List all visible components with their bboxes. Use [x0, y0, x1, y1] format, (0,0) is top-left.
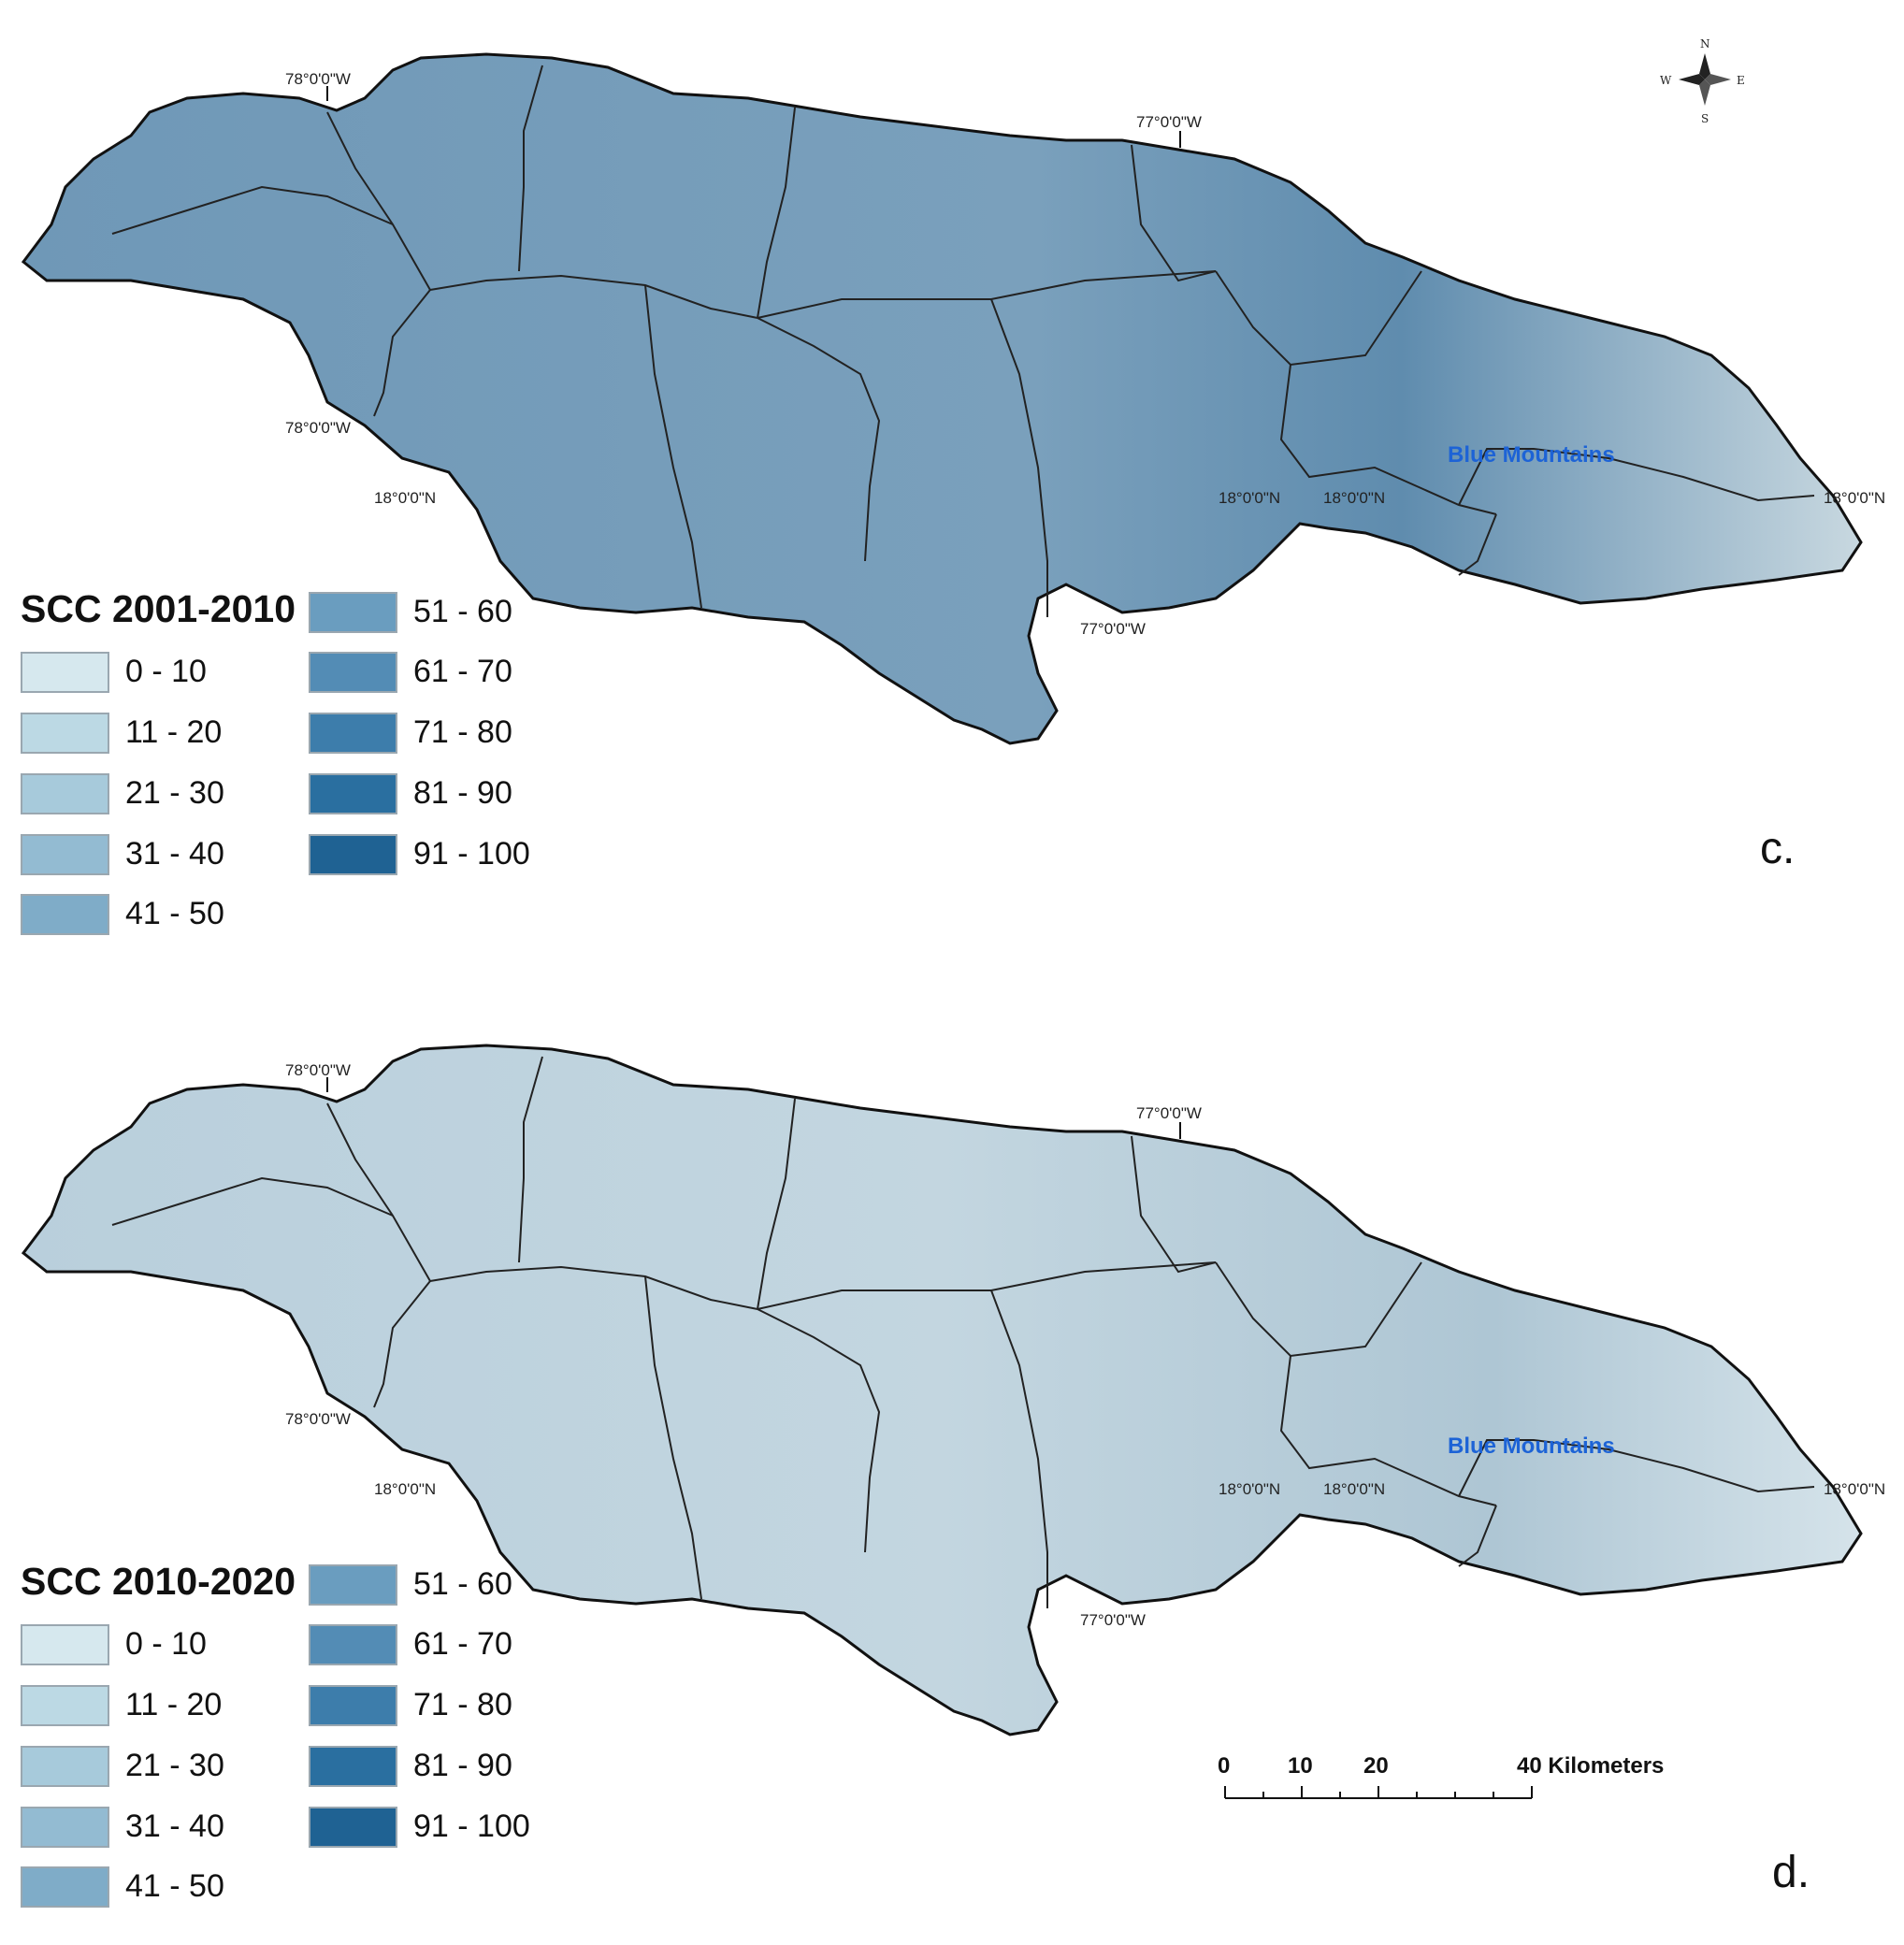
svg-text:78°0'0"W: 78°0'0"W: [285, 1410, 351, 1428]
legend-swatch: [21, 894, 109, 935]
legend-item: 61 - 70: [309, 1624, 552, 1671]
legend-swatch: [309, 773, 397, 814]
svg-text:0: 0: [1218, 1753, 1230, 1779]
legend-item: 31 - 40: [21, 1807, 264, 1853]
svg-text:78°0'0"W: 78°0'0"W: [285, 70, 351, 88]
legend-swatch: [21, 1746, 109, 1787]
svg-text:18°0'0"N: 18°0'0"N: [1824, 1480, 1885, 1498]
legend-swatch: [309, 1685, 397, 1726]
island-shape: [21, 52, 1863, 745]
legend-item: 51 - 60: [309, 1564, 552, 1611]
legend-item: 11 - 20: [21, 713, 264, 759]
svg-text:18°0'0"N: 18°0'0"N: [1824, 489, 1885, 507]
svg-text:18°0'0"N: 18°0'0"N: [374, 1480, 436, 1498]
legend-swatch: [309, 1624, 397, 1665]
svg-text:E: E: [1737, 74, 1745, 87]
legend-swatch: [309, 1746, 397, 1787]
parish-boundaries: [111, 1056, 1815, 1608]
legend-swatch: [21, 1624, 109, 1665]
legend-item: 31 - 40: [21, 834, 264, 881]
svg-text:20: 20: [1363, 1753, 1389, 1779]
svg-text:77°0'0"W: 77°0'0"W: [1136, 1104, 1202, 1122]
legend-swatch: [309, 592, 397, 633]
graticule-c: 78°0'0"W 77°0'0"W 78°0'0"W 18°0'0"N 18°0…: [285, 70, 1885, 638]
legend-swatch: [21, 1807, 109, 1848]
legend-item: 0 - 10: [21, 652, 264, 699]
svg-text:77°0'0"W: 77°0'0"W: [1080, 620, 1146, 638]
legend-swatch: [309, 713, 397, 754]
svg-text:40 Kilometers: 40 Kilometers: [1517, 1753, 1664, 1779]
parish-boundaries: [111, 65, 1815, 617]
legend-swatch: [21, 1866, 109, 1908]
legend-item: 41 - 50: [21, 1866, 264, 1913]
legend-item: 41 - 50: [21, 894, 264, 941]
svg-text:10: 10: [1288, 1753, 1313, 1779]
scale-bar: 0 10 20 40 Kilometers: [1218, 1753, 1664, 1799]
legend-swatch: [21, 652, 109, 693]
svg-text:18°0'0"N: 18°0'0"N: [1323, 489, 1385, 507]
legend-item: 81 - 90: [309, 1746, 552, 1793]
svg-text:S: S: [1701, 112, 1709, 125]
legend-swatch: [21, 773, 109, 814]
svg-text:18°0'0"N: 18°0'0"N: [1219, 1480, 1280, 1498]
svg-text:18°0'0"N: 18°0'0"N: [1219, 489, 1280, 507]
legend-swatch: [309, 1807, 397, 1848]
legend-swatch: [309, 834, 397, 875]
legend-item: 81 - 90: [309, 773, 552, 820]
map-panel-d: 78°0'0"W 77°0'0"W 78°0'0"W 18°0'0"N 18°0…: [0, 972, 1904, 1945]
legend-item: 91 - 100: [309, 1807, 552, 1853]
jamaica-map-c: 78°0'0"W 77°0'0"W 78°0'0"W 18°0'0"N 18°0…: [21, 37, 1885, 745]
compass-rose: N S E W: [1660, 37, 1745, 125]
legend-item: 71 - 80: [309, 713, 552, 759]
legend-item: 11 - 20: [21, 1685, 264, 1732]
legend-item: 71 - 80: [309, 1685, 552, 1732]
svg-text:Blue Mountains: Blue Mountains: [1448, 1434, 1615, 1459]
panel-label: d.: [1772, 1848, 1810, 1897]
legend-title: SCC 2010-2020: [21, 1560, 296, 1603]
svg-text:Blue Mountains: Blue Mountains: [1448, 442, 1615, 468]
graticule-d: 78°0'0"W 77°0'0"W 78°0'0"W 18°0'0"N 18°0…: [285, 1061, 1885, 1629]
legend-item: 21 - 30: [21, 1746, 264, 1793]
svg-text:18°0'0"N: 18°0'0"N: [374, 489, 436, 507]
svg-text:77°0'0"W: 77°0'0"W: [1080, 1611, 1146, 1629]
legend-item: 51 - 60: [309, 592, 552, 639]
legend-item: 21 - 30: [21, 773, 264, 820]
jamaica-map-d: 78°0'0"W 77°0'0"W 78°0'0"W 18°0'0"N 18°0…: [21, 1044, 1885, 1799]
legend-title: SCC 2001-2010: [21, 587, 296, 630]
legend-swatch: [21, 1685, 109, 1726]
svg-text:18°0'0"N: 18°0'0"N: [1323, 1480, 1385, 1498]
legend-item: 61 - 70: [309, 652, 552, 699]
panel-label: c.: [1760, 824, 1796, 873]
svg-text:N: N: [1700, 37, 1710, 50]
svg-text:W: W: [1660, 74, 1672, 87]
svg-text:77°0'0"W: 77°0'0"W: [1136, 113, 1202, 131]
legend-swatch: [309, 1564, 397, 1606]
svg-text:78°0'0"W: 78°0'0"W: [285, 419, 351, 437]
svg-text:78°0'0"W: 78°0'0"W: [285, 1061, 351, 1079]
legend-item: 0 - 10: [21, 1624, 264, 1671]
island-shape: [21, 1044, 1863, 1736]
legend-swatch: [21, 834, 109, 875]
legend-item: 91 - 100: [309, 834, 552, 881]
legend-swatch: [21, 713, 109, 754]
map-panel-c: 78°0'0"W 77°0'0"W 78°0'0"W 18°0'0"N 18°0…: [0, 0, 1904, 972]
legend-swatch: [309, 652, 397, 693]
